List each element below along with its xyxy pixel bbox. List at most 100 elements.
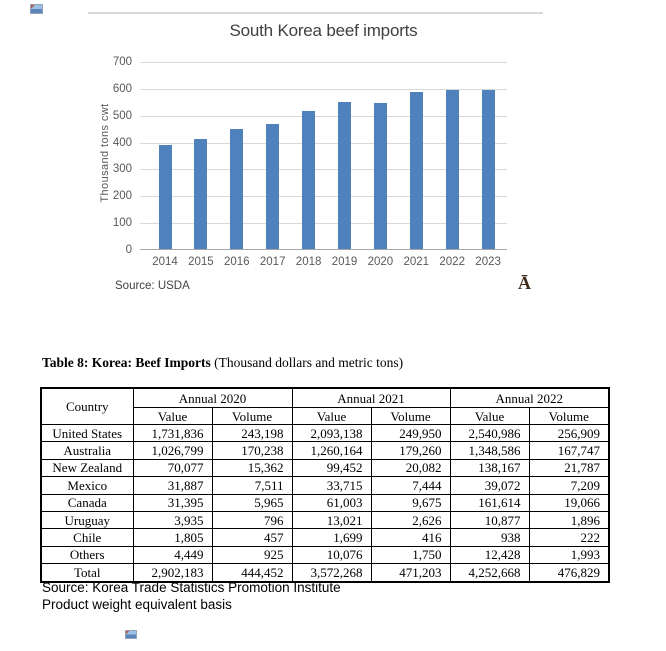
bar-2020 <box>373 102 387 249</box>
value-cell: 31,887 <box>132 476 213 495</box>
value-cell: 5,965 <box>211 493 293 512</box>
value-cell: 61,003 <box>291 493 372 512</box>
table-row: Australia 1,026,799 170,238 1,260,164 179,26… <box>40 441 610 460</box>
bar-2015 <box>194 138 208 249</box>
y-tick-label: 200 <box>112 190 132 203</box>
table-title: Table 8: Korea: Beef Imports (Thousand d… <box>42 355 403 371</box>
table-row: Chile 1,805 457 1,699 416 938 222 <box>40 528 610 547</box>
table-footnotes: Source: Korea Trade Statistics Promotion… <box>42 580 341 613</box>
value-cell: 243,198 <box>211 423 293 443</box>
bar-2022 <box>445 89 459 249</box>
value-cell: 7,209 <box>528 476 610 495</box>
y-tick-label: 600 <box>112 82 132 95</box>
value-cell: 4,449 <box>132 545 213 565</box>
value-cell: 925 <box>211 545 293 565</box>
table-title-bold: Table 8: Korea: Beef Imports <box>42 355 211 370</box>
value-cell: 1,750 <box>370 545 451 565</box>
x-tick-label: 2020 <box>367 256 394 268</box>
column-subheader: Volume <box>528 407 610 425</box>
value-cell: 7,511 <box>211 476 293 495</box>
country-cell: Chile <box>40 528 134 547</box>
value-cell: 138,167 <box>449 458 530 478</box>
value-cell: 161,614 <box>449 493 530 512</box>
x-tick-label: 2015 <box>188 256 214 268</box>
column-group-header: Annual 2020 <box>132 387 293 408</box>
country-cell: New Zealand <box>40 458 134 478</box>
y-tick-label: 100 <box>112 217 132 230</box>
value-cell: 3,572,268 <box>291 563 372 583</box>
value-cell: 2,902,183 <box>132 563 213 583</box>
x-tick-label: 2017 <box>259 256 286 268</box>
country-cell: Canada <box>40 493 134 512</box>
x-tick-label: 2023 <box>475 256 501 268</box>
value-cell: 167,747 <box>528 441 610 460</box>
x-tick-label: 2014 <box>152 256 178 268</box>
value-cell: 4,252,668 <box>449 563 530 583</box>
country-cell: United States <box>40 423 134 443</box>
value-cell: 2,093,138 <box>291 423 372 443</box>
table-row: Uruguay 3,935 796 13,021 2,626 10,877 1,896 <box>40 510 610 530</box>
gridline <box>140 223 507 225</box>
value-cell: 33,715 <box>291 476 372 495</box>
value-cell: 19,066 <box>528 493 610 512</box>
table-title-note: (Thousand dollars and metric tons) <box>210 355 404 370</box>
table-basis-note: Product weight equivalent basis <box>42 596 232 612</box>
value-cell: 20,082 <box>370 458 451 478</box>
stray-character: Ā <box>518 273 531 293</box>
value-cell: 1,805 <box>132 528 213 547</box>
horizontal-rule <box>88 12 543 14</box>
column-subheader: Volume <box>370 407 451 425</box>
value-cell: 222 <box>528 528 610 547</box>
value-cell: 13,021 <box>291 510 372 530</box>
value-cell: 9,675 <box>370 493 451 512</box>
value-cell: 39,072 <box>449 476 530 495</box>
x-tick-label: 2019 <box>331 256 358 268</box>
value-cell: 1,260,164 <box>291 441 372 460</box>
table-row: Total 2,902,183 444,452 3,572,268 471,203 4,2… <box>40 563 610 583</box>
value-cell: 70,077 <box>132 458 213 478</box>
gridline <box>140 142 507 144</box>
y-tick-label: 300 <box>112 163 132 176</box>
column-subheader: Volume <box>211 407 293 425</box>
value-cell: 1,731,836 <box>132 423 213 443</box>
y-tick-label: 400 <box>112 136 132 149</box>
value-cell: 10,076 <box>291 545 372 565</box>
value-cell: 416 <box>370 528 451 547</box>
value-cell: 170,238 <box>211 441 293 460</box>
country-cell: Australia <box>40 441 134 460</box>
x-axis-line <box>140 249 507 250</box>
table-header: Country Annual 2020 Annual 2021 Annual 2022… <box>40 387 610 425</box>
chart-title: South Korea beef imports <box>229 21 418 40</box>
value-cell: 99,452 <box>291 458 372 478</box>
column-subheader: Value <box>449 407 530 425</box>
bar-chart-plot-area: 0 100 200 300 400 500 600 700 2014 2015 2016 2017 20… <box>113 56 507 268</box>
beef-imports-table: Country Annual 2020 Annual 2021 Annual 2022… <box>40 387 610 583</box>
table-row: Others 4,449 925 10,076 1,750 12,428 1,993 <box>40 545 610 565</box>
value-cell: 1,026,799 <box>132 441 213 460</box>
bar-2017 <box>266 124 280 249</box>
country-cell: Uruguay <box>40 510 134 530</box>
value-cell: 2,540,986 <box>449 423 530 443</box>
value-cell: 249,950 <box>370 423 451 443</box>
value-cell: 1,348,586 <box>449 441 530 460</box>
gridline <box>140 62 507 63</box>
value-cell: 796 <box>211 510 293 530</box>
x-tick-label: 2021 <box>403 256 430 268</box>
value-cell: 938 <box>449 528 530 547</box>
gridline <box>140 169 507 171</box>
value-cell: 7,444 <box>370 476 451 495</box>
table-row: United States 1,731,836 243,198 2,093,138 24… <box>40 423 610 443</box>
y-tick-label: 700 <box>112 56 132 68</box>
value-cell: 2,626 <box>370 510 451 530</box>
column-group-header: Annual 2021 <box>291 387 451 408</box>
value-cell: 179,260 <box>370 441 451 460</box>
table-row: Canada 31,395 5,965 61,003 9,675 161,614 19,06… <box>40 493 610 512</box>
value-cell: 10,877 <box>449 510 530 530</box>
value-cell: 31,395 <box>132 493 213 512</box>
gridline <box>140 115 507 117</box>
value-cell: 1,896 <box>528 510 610 530</box>
value-cell: 15,362 <box>211 458 293 478</box>
gridline <box>140 196 507 198</box>
column-group-header: Annual 2022 <box>449 387 610 408</box>
country-cell: Others <box>40 545 134 565</box>
